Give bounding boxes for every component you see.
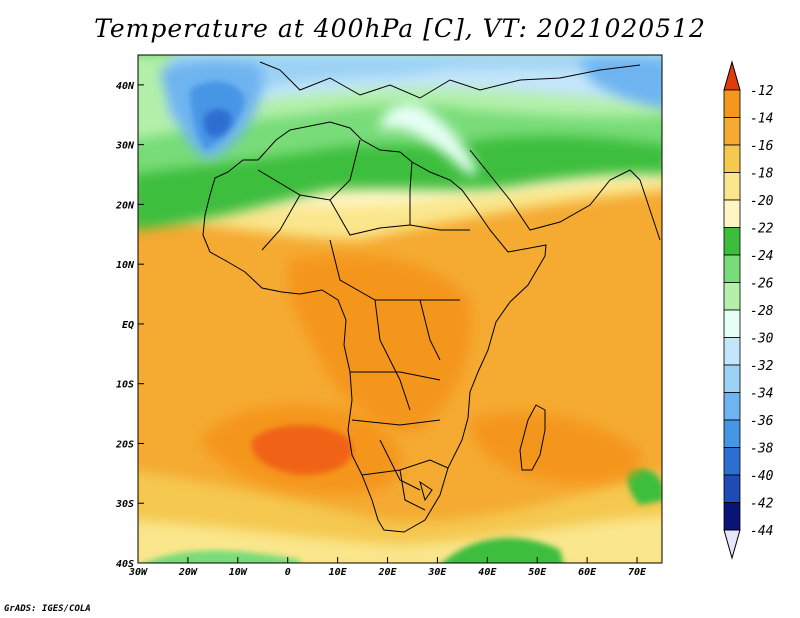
lat-tick-label: 40N <box>116 81 135 92</box>
coastlines <box>202 61 661 533</box>
plot-frame <box>137 54 663 564</box>
grads-credit: GrADS: IGES/COLA <box>4 604 91 614</box>
colorbar-bin <box>723 117 741 146</box>
europe-coastline <box>259 61 641 99</box>
colorbar-bin <box>723 392 741 421</box>
colorbar-label: -34 <box>750 387 773 402</box>
colorbar-label: -40 <box>750 469 774 484</box>
lon-tick-label: 50E <box>528 567 547 578</box>
temperature-field <box>138 55 662 563</box>
lat-tick-label: 30S <box>115 499 134 510</box>
colorbar-bin <box>723 309 741 338</box>
colorbar-bin <box>723 89 741 118</box>
lon-tick-label: 20E <box>377 567 397 578</box>
lat-tick-label: 10N <box>116 260 135 271</box>
colorbar-bin <box>723 282 741 311</box>
field-hot-core-sw <box>251 425 353 475</box>
colorbar-bin <box>723 474 741 503</box>
lat-tick-label: 40S <box>116 559 134 570</box>
lat-tick-label: 10S <box>116 380 134 391</box>
field-madagascar-green <box>627 468 662 505</box>
axis-ticks: 30W 20W 10W 0 10E 20E 30E 40E 50E 60E 70E 40N 30N 20N… <box>115 81 647 578</box>
colorbar-bin <box>723 502 741 531</box>
colorbar-label: -36 <box>750 414 774 429</box>
colorbar-label: -44 <box>750 524 773 539</box>
colorbar-label: -12 <box>750 84 774 99</box>
colorbar-label: -42 <box>750 497 774 512</box>
colorbar-label: -14 <box>750 112 773 127</box>
colorbar-bin <box>723 447 741 476</box>
arabian-coastline <box>469 149 641 231</box>
lon-tick-label: 30W <box>128 567 148 578</box>
colorbar-bin <box>723 199 741 228</box>
colorbar-label: -16 <box>750 139 774 154</box>
lon-tick-label: 70E <box>628 567 647 578</box>
colorbar-label: -24 <box>750 249 773 264</box>
colorbar-bin <box>723 337 741 366</box>
field-south-green-east <box>442 538 564 563</box>
colorbar-bin <box>723 144 741 173</box>
colorbar-top-triangle <box>723 60 741 91</box>
colorbar-bin <box>723 364 741 393</box>
colorbar-label: -32 <box>750 359 774 374</box>
colorbar-bin <box>723 254 741 283</box>
borders-north <box>257 139 470 251</box>
colorbar-label: -28 <box>750 304 774 319</box>
madagascar-coastline <box>519 404 546 471</box>
lon-tick-label: 10E <box>329 567 348 578</box>
india-coastline <box>639 179 661 241</box>
field-mint <box>380 103 477 176</box>
lat-tick-label: 30N <box>115 141 135 152</box>
africa-coastline <box>202 121 547 533</box>
field-warm-center <box>287 254 473 432</box>
map-title: Temperature at 400hPa [C], VT: 202102051… <box>94 14 706 43</box>
colorbar-label: -20 <box>750 194 774 209</box>
colorbar-bin <box>723 172 741 201</box>
lat-tick-label: 20N <box>115 200 135 211</box>
lat-tick-label: EQ <box>122 320 134 331</box>
lat-tick-label: 20S <box>115 439 134 450</box>
field-cold-core-west <box>203 108 232 137</box>
lon-tick-label: 40E <box>478 567 497 578</box>
field-sky-blue <box>170 55 662 120</box>
lon-tick-label: 30E <box>427 567 447 578</box>
colorbar-label: -22 <box>750 222 774 237</box>
lon-tick-label: 0 <box>285 567 291 578</box>
colorbar-bottom-triangle <box>723 529 741 560</box>
colorbar-label: -30 <box>750 332 774 347</box>
colorbar-bin <box>723 227 741 256</box>
field-warm-east <box>470 411 642 484</box>
borders-central <box>329 239 460 491</box>
lon-tick-label: 60E <box>578 567 597 578</box>
lon-tick-label: 10W <box>229 567 248 578</box>
colorbar-label: -38 <box>750 442 774 457</box>
colorbar-label: -26 <box>750 277 774 292</box>
field-south-green <box>144 550 300 563</box>
colorbar-label: -18 <box>750 167 774 182</box>
borders-south <box>361 459 449 511</box>
colorbar-bin <box>723 419 741 448</box>
colorbar: -12 -14 -16 -18 -20 -22 -24 -26 -28 -30 -32 -34 -36 -… <box>723 60 774 560</box>
lon-tick-label: 20W <box>178 567 198 578</box>
